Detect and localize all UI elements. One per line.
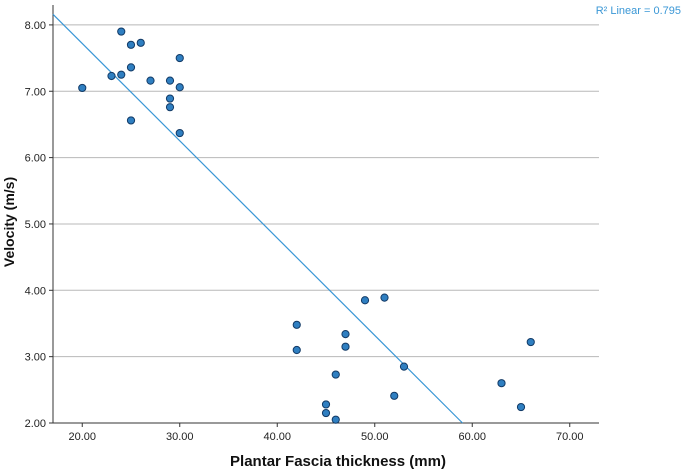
fit-line-group [52,13,463,424]
data-point [175,53,184,63]
x-tick-label: 50.00 [361,431,389,443]
y-tick-label: 2.00 [25,418,46,430]
y-axis-label: Velocity (m/s) [1,177,17,267]
y-tick-label: 4.00 [25,285,46,297]
x-tick-label: 30.00 [166,431,194,443]
data-point [331,415,340,424]
grid-lines [53,24,599,424]
data-point [136,38,145,47]
y-tick-label: 3.00 [25,352,46,364]
data-point [526,337,535,347]
x-tick-label: 20.00 [68,431,96,443]
data-point [341,329,350,339]
regression-line [52,13,463,424]
data-point [516,402,526,412]
x-axis-label: Plantar Fascia thickness (mm) [230,453,446,470]
data-points [78,27,535,424]
data-point [331,370,340,379]
data-point [497,379,506,388]
x-tick-label: 40.00 [263,431,291,443]
data-point [78,83,87,93]
data-point [292,320,301,329]
y-tick-labels: 2.00 3.00 4.00 5.00 6.00 7.00 8.00 [25,20,46,430]
y-tick-label: 8.00 [25,20,46,32]
data-point [390,391,399,400]
y-tick-label: 7.00 [25,86,46,98]
data-point [126,116,136,125]
data-point [399,362,409,371]
x-tick-label: 70.00 [556,431,584,443]
x-tick-labels: 20.00 30.00 40.00 50.00 60.00 70.00 [68,431,583,443]
data-point [175,83,184,92]
data-point [117,27,126,36]
data-point [380,293,389,302]
data-point [341,342,350,351]
x-tick-label: 60.00 [458,431,486,443]
data-point [165,103,175,112]
data-point [175,128,184,138]
r-squared-annotation: R² Linear = 0.795 [596,5,681,17]
data-point [321,400,331,409]
data-point [360,296,370,305]
data-point [146,76,155,85]
data-point [126,63,136,72]
data-point [292,345,301,355]
y-tick-label: 6.00 [25,153,46,165]
axes [49,5,599,427]
data-point [165,76,175,85]
y-tick-label: 5.00 [25,219,46,231]
data-point [107,71,116,81]
data-point [117,70,126,79]
data-point [126,40,136,49]
data-point [165,94,175,103]
data-point [321,408,331,418]
